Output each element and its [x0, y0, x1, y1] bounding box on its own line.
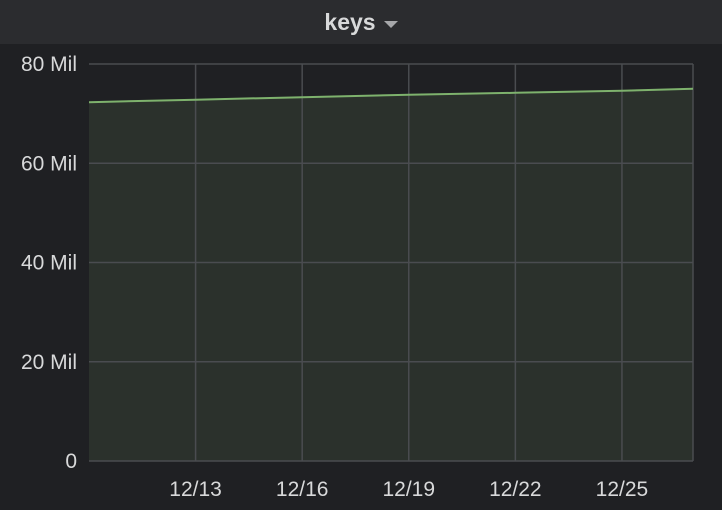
y-tick-label: 60 Mil	[21, 152, 77, 175]
x-tick-label: 12/19	[382, 478, 435, 501]
panel-title: keys	[324, 8, 376, 35]
series-area-fill	[89, 88, 693, 462]
caret-down-icon	[383, 20, 398, 28]
panel-title-menu[interactable]: keys	[324, 8, 398, 36]
x-tick-label: 12/16	[276, 478, 329, 501]
series-line	[88, 87, 694, 104]
x-tick-label: 12/22	[489, 478, 542, 501]
x-tick-label: 12/13	[169, 478, 222, 501]
y-tick-label: 40 Mil	[21, 252, 77, 275]
y-tick-label: 80 Mil	[21, 53, 77, 76]
panel-header: keys	[0, 0, 722, 44]
y-tick-label: 0	[65, 450, 77, 473]
y-tick-label: 20 Mil	[21, 351, 77, 374]
x-tick-label: 12/25	[596, 478, 649, 501]
